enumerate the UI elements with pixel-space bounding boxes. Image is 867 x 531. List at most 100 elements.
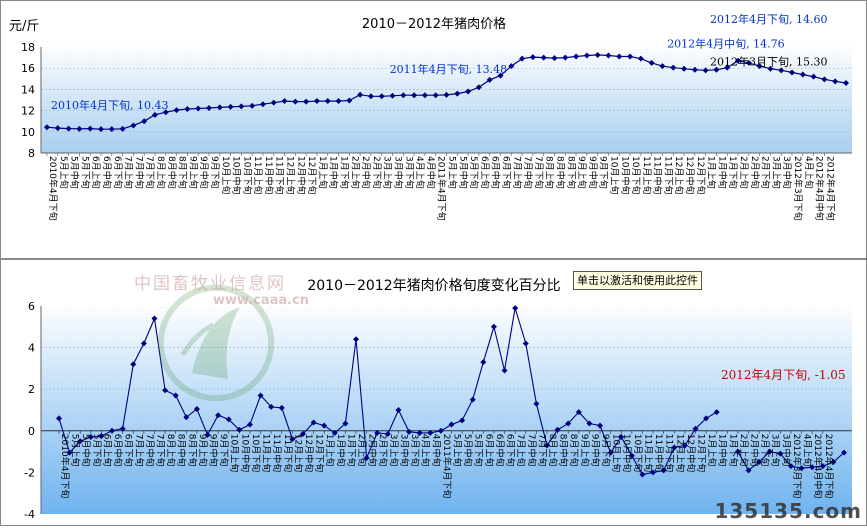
change-data-point [204,431,211,438]
price-x-tick-label: 6月上旬 [479,156,491,189]
change-data-point [193,405,200,412]
change-x-tick-label: 2月上旬 [356,434,368,467]
change-data-point [628,452,635,459]
price-x-tick-label: 12月中旬 [684,156,696,194]
change-data-point [586,420,593,427]
change-data-point [745,467,752,474]
price-x-tick-label: 9月中旬 [587,156,599,189]
price-x-tick-label: 9月中旬 [198,156,210,189]
price-y-tick-label: 14 [21,83,35,96]
change-data-point [162,387,169,394]
change-x-tick-label: 2月中旬 [367,434,379,467]
change-data-point [819,463,826,470]
price-x-tick-label: 3月上旬 [382,156,394,189]
change-x-tick-label: 2月中旬 [749,434,761,467]
price-plot-texture [41,47,852,153]
change-data-point [798,465,805,472]
price-data-point [724,64,731,71]
change-data-point [289,436,296,443]
change-x-tick-label: 12月中旬 [685,434,697,472]
change-data-point [342,420,349,427]
change-x-tick-label: 6月上旬 [483,434,495,467]
price-data-point [497,72,504,79]
change-x-tick-label: 8月中旬 [176,434,188,467]
activate-control-button[interactable]: 单击以激活和使用此控件 [573,271,702,290]
change-x-tick-label: 6月上旬 [101,434,113,467]
change-x-tick-label: 2月下旬 [377,434,389,467]
price-x-tick-label: 8月中旬 [166,156,178,189]
change-data-point [607,449,614,456]
change-x-tick-label: 9月下旬 [218,434,230,467]
change-data-point [501,367,508,374]
change-x-tick-label: 5月中旬 [80,434,92,467]
price-data-point [789,69,796,76]
price-x-tick-label: 6月上旬 [90,156,102,189]
change-x-tick-label: 1月上旬 [324,434,336,467]
price-x-tick-label: 9月上旬 [576,156,588,189]
price-x-tick-label: 3月中旬 [393,156,405,189]
price-data-point [529,54,536,61]
price-x-tick-label: 7月下旬 [144,156,156,189]
price-x-tick-label: 10月下旬 [241,156,253,194]
change-data-point [246,421,253,428]
change-data-point [766,448,773,455]
change-data-point [437,427,444,434]
price-x-tick-label: 7月中旬 [522,156,534,189]
change-data-point [395,407,402,413]
change-x-tick-label: 9月中旬 [208,434,220,467]
change-x-tick-label: 3月上旬 [388,434,400,467]
change-data-point [66,449,73,456]
price-data-point [519,55,526,62]
change-data-point [416,429,423,436]
price-data-point [454,90,461,97]
change-x-tick-label: 1月下旬 [727,434,739,467]
price-annotation: 2011年4月下旬, 13.48 [390,62,507,76]
price-data-point [162,109,169,116]
change-x-tick-label: 9月上旬 [197,434,209,467]
price-x-tick-label: 12月下旬 [695,156,707,194]
price-data-point [54,125,61,132]
price-annotation: 2012年3月下旬, 15.30 [710,54,827,68]
change-x-tick-label: 10月上旬 [229,434,241,472]
change-x-tick-label: 3月中旬 [398,434,410,467]
change-data-point [384,430,391,437]
price-x-tick-label: 12月中旬 [295,156,307,194]
change-x-tick-label: 2012年4月中旬 [812,434,824,499]
change-data-point [660,467,667,474]
change-y-tick-label: 2 [28,383,35,396]
change-data-point [172,392,179,399]
price-x-tick-label: 2012年4月下旬 [824,156,836,221]
price-x-tick-label: 5月中旬 [457,156,469,189]
price-data-point [475,84,482,91]
price-data-point [141,118,148,125]
price-data-point [421,92,428,99]
change-data-point [777,450,784,457]
price-x-tick-label: 2012年3月下旬 [792,156,804,221]
change-data-point [87,434,94,441]
price-x-tick-label: 8月上旬 [544,156,556,189]
change-x-tick-label: 10月上旬 [611,434,623,472]
price-data-point [292,98,299,105]
price-y-tick-label: 10 [21,126,35,139]
price-x-tick-label: 12月下旬 [306,156,318,194]
price-data-point [832,78,839,85]
change-x-tick-label: 10月中旬 [621,434,633,472]
price-data-point [324,98,331,105]
change-data-point [353,336,360,343]
price-x-tick-label: 10月上旬 [220,156,232,194]
price-data-point [195,105,202,112]
price-x-tick-label: 5月下旬 [79,156,91,189]
price-x-tick-label: 5月下旬 [468,156,480,189]
price-data-point [270,99,277,106]
price-data-point [713,66,720,73]
change-data-point [299,430,306,437]
price-x-tick-label: 1月上旬 [706,156,718,189]
price-data-point [778,67,785,74]
price-data-point [648,59,655,66]
change-data-point [618,434,625,441]
price-data-point [108,126,115,133]
change-data-point [469,396,476,403]
change-data-point [98,433,105,439]
change-data-point [119,425,126,432]
